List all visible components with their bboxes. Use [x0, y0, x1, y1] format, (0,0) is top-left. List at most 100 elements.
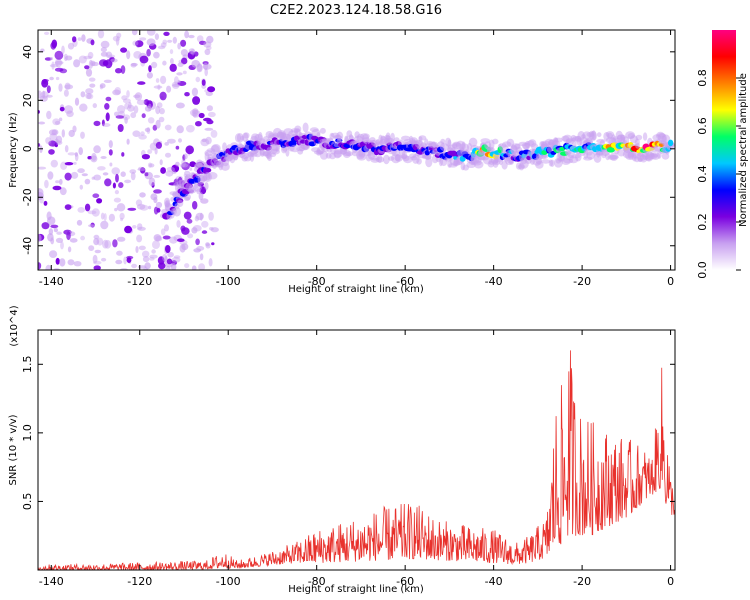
- noise-mark: [199, 253, 204, 261]
- ridge-halo-mark: [383, 154, 390, 165]
- ridge-halo-mark: [356, 153, 367, 161]
- noise-mark: [126, 255, 134, 260]
- noise-mark: [148, 163, 155, 168]
- noise-mark: [160, 75, 167, 85]
- noise-mark: [139, 192, 146, 198]
- noise-mark: [136, 234, 143, 243]
- ridge-halo-mark: [622, 139, 628, 145]
- noise-mark: [177, 238, 185, 242]
- noise-mark: [144, 172, 149, 177]
- noise-mark: [119, 212, 125, 220]
- noise-mark: [162, 60, 167, 66]
- noise-mark: [79, 103, 88, 112]
- noise-mark: [195, 238, 200, 246]
- noise-mark: [180, 49, 188, 57]
- noise-mark: [48, 149, 55, 155]
- figure-title: C2E2.2023.124.18.58.G16: [270, 3, 442, 18]
- noise-mark: [186, 124, 195, 133]
- noise-mark: [59, 106, 65, 112]
- ridge-halo-mark: [164, 224, 169, 232]
- noise-mark: [155, 119, 161, 129]
- noise-mark: [146, 48, 151, 57]
- noise-mark: [166, 85, 172, 93]
- noise-mark: [112, 239, 118, 248]
- noise-mark: [55, 138, 59, 143]
- noise-mark: [59, 187, 67, 196]
- noise-mark: [172, 36, 177, 44]
- noise-mark: [116, 32, 122, 39]
- noise-mark: [146, 30, 156, 36]
- noise-mark: [187, 233, 194, 239]
- noise-mark: [127, 207, 137, 211]
- noise-mark: [128, 101, 132, 109]
- noise-mark: [198, 192, 204, 201]
- noise-mark: [133, 105, 139, 114]
- noise-mark: [184, 92, 190, 97]
- noise-mark: [201, 138, 207, 143]
- y-tick-label: -40: [21, 237, 34, 255]
- noise-mark: [47, 216, 56, 225]
- noise-mark: [114, 190, 119, 195]
- noise-mark: [116, 250, 123, 256]
- ridge-halo-mark: [416, 158, 422, 165]
- noise-mark: [97, 30, 105, 39]
- noise-mark: [46, 94, 53, 98]
- noise-mark: [151, 249, 156, 254]
- noise-mark: [205, 91, 213, 97]
- noise-mark: [181, 57, 188, 65]
- noise-mark: [192, 96, 201, 105]
- noise-mark: [205, 136, 212, 145]
- noise-mark: [64, 162, 74, 166]
- noise-mark: [135, 40, 144, 48]
- snr-y-label: SNR (10 * v/v): [8, 414, 19, 485]
- y-tick-label: 1.0: [21, 424, 34, 442]
- ridge-halo-mark: [635, 142, 640, 149]
- noise-mark: [166, 166, 175, 172]
- noise-mark: [73, 161, 77, 165]
- noise-mark: [80, 131, 85, 139]
- noise-mark: [137, 167, 146, 171]
- ridge-halo-mark: [377, 154, 383, 163]
- noise-mark: [131, 263, 138, 269]
- noise-mark: [147, 103, 152, 112]
- noise-mark: [171, 256, 181, 263]
- noise-mark: [182, 70, 187, 75]
- noise-mark: [124, 225, 133, 234]
- noise-mark: [205, 242, 210, 247]
- noise-mark: [139, 55, 149, 64]
- noise-mark: [179, 163, 189, 168]
- noise-mark: [163, 31, 170, 36]
- noise-mark: [193, 51, 199, 57]
- noise-mark: [166, 258, 173, 265]
- noise-mark: [115, 259, 123, 265]
- noise-mark: [49, 57, 53, 61]
- ridge-halo-mark: [234, 133, 244, 143]
- noise-mark: [101, 257, 107, 262]
- snr-series-line: [38, 350, 675, 570]
- noise-mark: [146, 127, 151, 134]
- noise-mark: [133, 94, 141, 99]
- noise-mark: [160, 228, 166, 236]
- noise-mark: [39, 195, 44, 204]
- noise-mark: [153, 189, 162, 194]
- noise-mark: [165, 265, 171, 270]
- noise-mark: [208, 258, 213, 267]
- noise-mark: [93, 120, 101, 127]
- noise-mark: [181, 227, 190, 235]
- x-tick-label: -40: [485, 575, 503, 588]
- noise-mark: [153, 174, 161, 178]
- noise-mark: [175, 102, 185, 109]
- noise-mark: [102, 123, 111, 127]
- noise-mark: [67, 259, 75, 266]
- noise-mark: [79, 184, 84, 190]
- noise-mark: [84, 203, 91, 212]
- ridge-halo-mark: [177, 199, 184, 207]
- noise-mark: [176, 72, 183, 76]
- noise-mark: [92, 193, 100, 198]
- noise-mark: [136, 99, 146, 106]
- x-tick-label: -20: [573, 275, 591, 288]
- ridge-halo-mark: [403, 156, 413, 164]
- noise-mark: [92, 254, 98, 264]
- ridge-halo-mark: [253, 149, 262, 158]
- noise-mark: [59, 178, 63, 185]
